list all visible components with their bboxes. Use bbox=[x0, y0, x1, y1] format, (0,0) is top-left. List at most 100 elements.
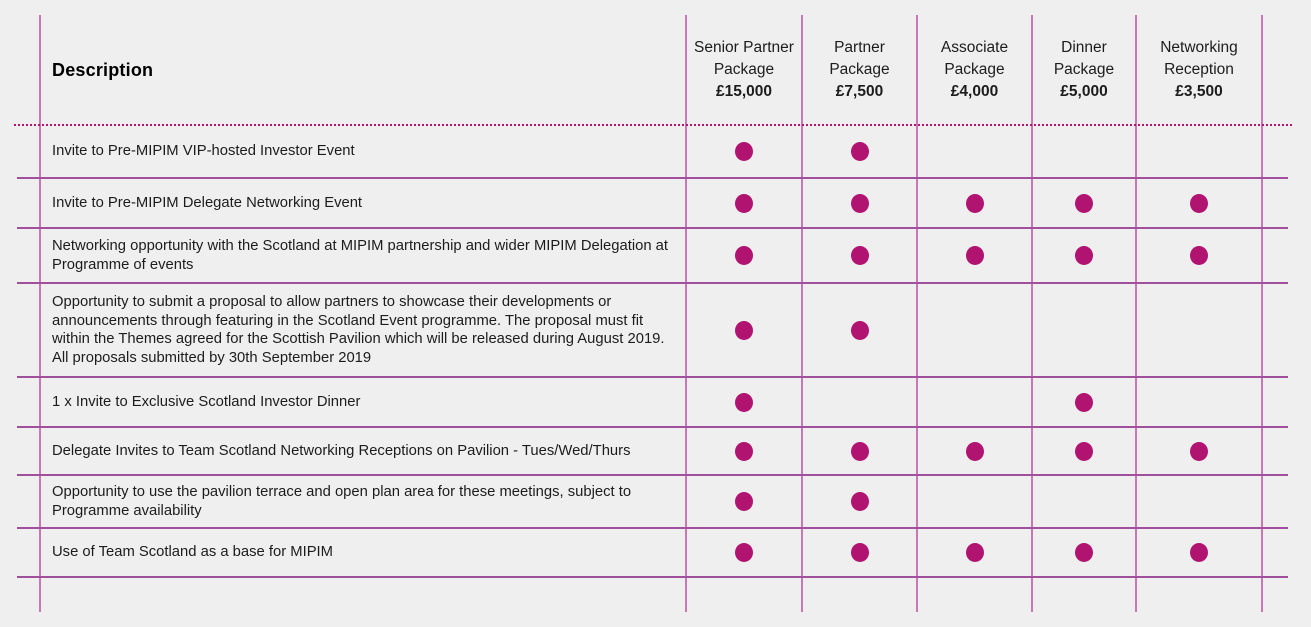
grid-line-vertical bbox=[39, 15, 41, 612]
column-header-partner: Partner Package £7,500 bbox=[802, 15, 917, 125]
grid-line-vertical bbox=[916, 15, 918, 612]
empty-dot-cell bbox=[1136, 125, 1262, 178]
grid-line-vertical bbox=[1135, 15, 1137, 612]
included-dot-cell bbox=[1032, 377, 1136, 427]
included-dot-cell bbox=[1136, 528, 1262, 577]
grid-line-vertical bbox=[1031, 15, 1033, 612]
description-cell: Networking opportunity with the Scotland… bbox=[52, 238, 669, 273]
grid-line-horizontal bbox=[17, 576, 1288, 578]
description-header: Description bbox=[52, 59, 154, 80]
empty-dot-cell bbox=[1032, 125, 1136, 178]
included-dot bbox=[735, 246, 753, 265]
grid-line-horizontal bbox=[17, 527, 1288, 529]
included-dot bbox=[1190, 441, 1208, 461]
included-dot-cell bbox=[917, 178, 1032, 228]
package-name: Networking Reception bbox=[1160, 39, 1238, 78]
grid-line-horizontal bbox=[17, 177, 1288, 179]
included-dot bbox=[965, 246, 984, 265]
package-price: £5,000 bbox=[1060, 83, 1108, 100]
included-dot-cell bbox=[802, 228, 917, 283]
included-dot bbox=[1075, 441, 1093, 461]
empty-dot-cell bbox=[1032, 283, 1136, 377]
package-price: £15,000 bbox=[715, 83, 773, 100]
column-header-dinner: Dinner Package £5,000 bbox=[1032, 15, 1136, 125]
included-dot-cell bbox=[802, 427, 917, 475]
included-dot bbox=[735, 492, 753, 511]
included-dot-cell bbox=[686, 228, 802, 283]
description-cell: Delegate Invites to Team Scotland Networ… bbox=[52, 442, 631, 459]
included-dot bbox=[850, 492, 869, 511]
package-price: £4,000 bbox=[950, 83, 999, 100]
included-dot-cell bbox=[1032, 427, 1136, 475]
included-dot bbox=[1190, 246, 1208, 265]
included-dot-cell bbox=[686, 178, 802, 228]
included-dot bbox=[965, 441, 984, 461]
package-comparison-table: Description Senior Partner Package £15,0… bbox=[14, 15, 1292, 612]
included-dot-cell bbox=[686, 283, 802, 377]
included-dot bbox=[735, 441, 753, 461]
included-dot bbox=[735, 320, 753, 340]
grid-line-horizontal bbox=[17, 227, 1288, 229]
included-dot bbox=[850, 142, 869, 161]
grid-line-vertical bbox=[1261, 15, 1263, 612]
empty-dot-cell bbox=[917, 283, 1032, 377]
included-dot-cell bbox=[802, 125, 917, 178]
description-cell: Invite to Pre-MIPIM VIP-hosted Investor … bbox=[52, 143, 355, 160]
description-cell: Use of Team Scotland as a base for MIPIM bbox=[52, 544, 333, 561]
included-dot bbox=[1190, 543, 1208, 562]
included-dot bbox=[965, 543, 984, 562]
included-dot-cell bbox=[686, 377, 802, 427]
package-price: £7,500 bbox=[835, 83, 884, 100]
included-dot-cell bbox=[686, 427, 802, 475]
included-dot-cell bbox=[1136, 178, 1262, 228]
included-dot bbox=[735, 142, 753, 161]
included-dot bbox=[1190, 193, 1208, 213]
included-dot bbox=[735, 193, 753, 213]
header-dotted-separator bbox=[14, 124, 1292, 126]
package-name: Associate Package bbox=[940, 39, 1009, 78]
included-dot-cell bbox=[802, 528, 917, 577]
package-name: Senior Partner Package bbox=[694, 39, 794, 78]
package-name: Dinner Package bbox=[1053, 39, 1115, 78]
included-dot-cell bbox=[802, 475, 917, 528]
empty-dot-cell bbox=[1032, 475, 1136, 528]
included-dot-cell bbox=[917, 228, 1032, 283]
included-dot-cell bbox=[802, 283, 917, 377]
column-header-senior-partner: Senior Partner Package £15,000 bbox=[686, 15, 802, 125]
included-dot-cell bbox=[1136, 427, 1262, 475]
column-header-networking: Networking Reception £3,500 bbox=[1136, 15, 1262, 125]
description-cell: Opportunity to submit a proposal to allo… bbox=[52, 294, 665, 366]
included-dot-cell bbox=[686, 528, 802, 577]
column-header-associate: Associate Package £4,000 bbox=[917, 15, 1032, 125]
description-cell: Opportunity to use the pavilion terrace … bbox=[52, 484, 632, 519]
grid-line-vertical bbox=[801, 15, 803, 612]
included-dot bbox=[850, 543, 869, 562]
included-dot-cell bbox=[686, 475, 802, 528]
package-price: £3,500 bbox=[1175, 83, 1223, 100]
included-dot bbox=[850, 246, 869, 265]
empty-dot-cell bbox=[917, 377, 1032, 427]
included-dot-cell bbox=[686, 125, 802, 178]
included-dot-cell bbox=[1032, 178, 1136, 228]
included-dot bbox=[965, 193, 984, 213]
included-dot-cell bbox=[1136, 228, 1262, 283]
empty-dot-cell bbox=[1136, 283, 1262, 377]
included-dot-cell bbox=[917, 427, 1032, 475]
package-name: Partner Package bbox=[829, 39, 890, 78]
included-dot bbox=[735, 543, 753, 562]
included-dot bbox=[1075, 392, 1093, 412]
included-dot bbox=[850, 320, 869, 340]
empty-dot-cell bbox=[917, 125, 1032, 178]
grid-line-vertical bbox=[685, 15, 687, 612]
empty-dot-cell bbox=[1136, 475, 1262, 528]
empty-dot-cell bbox=[917, 475, 1032, 528]
included-dot-cell bbox=[802, 178, 917, 228]
included-dot bbox=[735, 392, 753, 412]
empty-dot-cell bbox=[1136, 377, 1262, 427]
included-dot bbox=[1075, 543, 1093, 562]
grid-line-horizontal bbox=[17, 474, 1288, 476]
description-cell: 1 x Invite to Exclusive Scotland Investo… bbox=[52, 393, 361, 410]
included-dot-cell bbox=[1032, 528, 1136, 577]
included-dot bbox=[850, 193, 869, 213]
description-cell: Invite to Pre-MIPIM Delegate Networking … bbox=[52, 194, 363, 211]
